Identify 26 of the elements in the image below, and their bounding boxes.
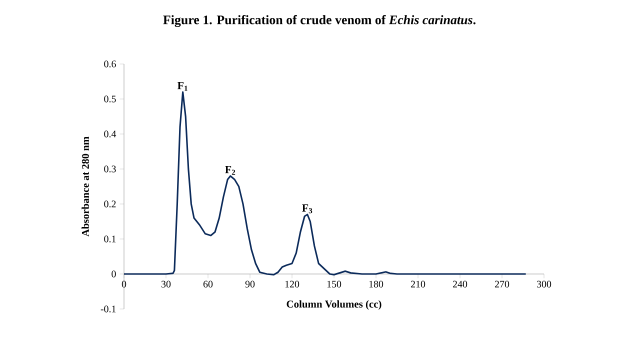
x-tick-label: 150 (327, 280, 342, 288)
line-series (123, 91, 527, 276)
y-axis-title: Absorbance at 280 nm (82, 136, 89, 237)
x-tick-label: 180 (369, 280, 384, 288)
x-tick-label: 30 (162, 280, 171, 288)
y-tick-label: 0.2 (104, 200, 116, 208)
x-tick-label: 240 (452, 280, 468, 288)
y-tick-label: 0.5 (104, 96, 116, 102)
x-tick-label: 300 (537, 280, 552, 288)
chart-title: Figure 1. Purification of crude venom of Echis carinatus. (163, 15, 476, 27)
y-tick-label: 0.3 (104, 166, 116, 172)
y-tick-label: -0.1 (100, 306, 116, 312)
y-tick-label: 0.6 (104, 60, 116, 68)
annotation: F$_{3}$ (302, 204, 312, 214)
x-tick-label: 90 (245, 280, 255, 288)
y-tick-label: 0.4 (104, 130, 116, 138)
x-tick-label: 120 (285, 280, 300, 288)
x-tick-label: 210 (410, 280, 426, 288)
x-tick-label: 270 (494, 280, 510, 288)
x-tick-label: 60 (203, 280, 213, 288)
y-tick-label: 0 (112, 270, 116, 278)
annotation: F$_{2}$ (225, 166, 236, 175)
annotation: F$_{1}$ (177, 82, 188, 91)
y-tick-label: 0.1 (104, 236, 116, 242)
x-tick-label: 0 (122, 280, 126, 288)
x-axis-title: Column Volumes (cc) (286, 300, 382, 310)
